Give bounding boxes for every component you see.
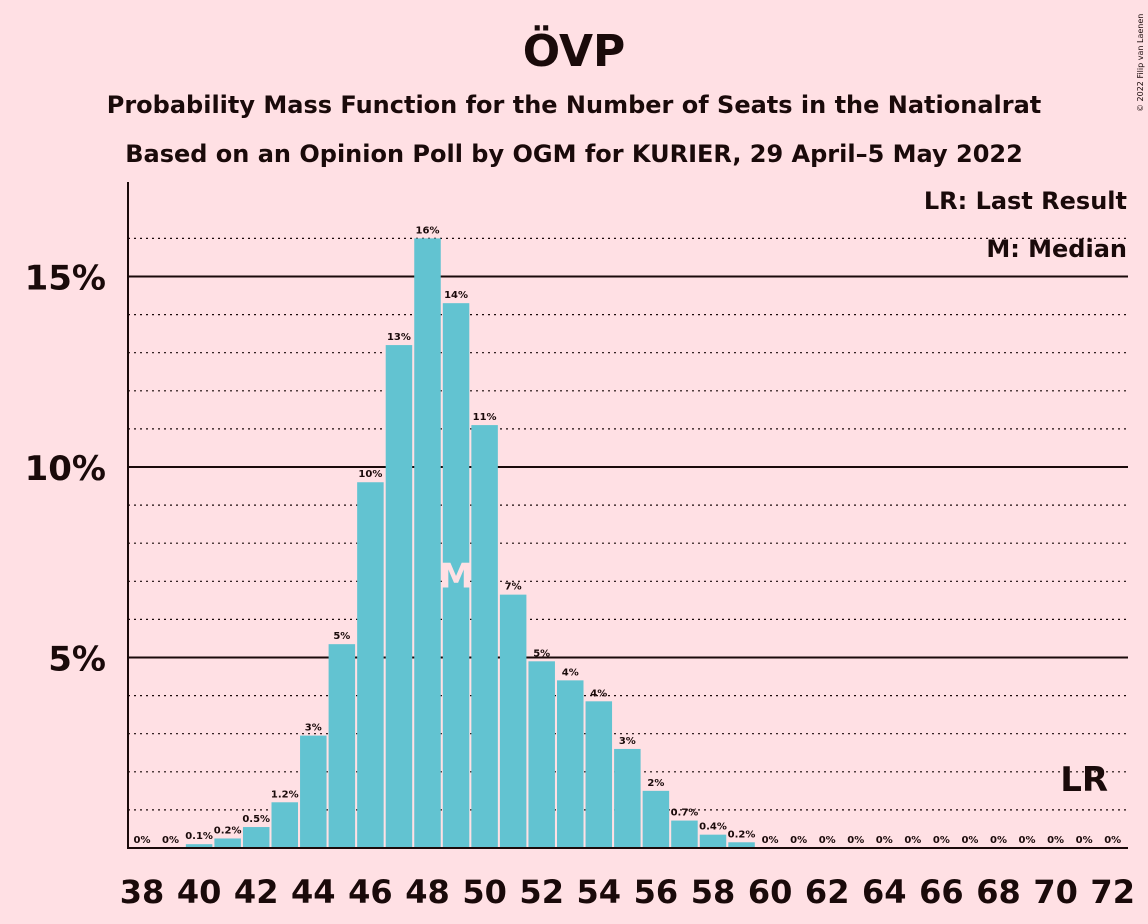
- bar-value-label: 0.2%: [214, 825, 242, 836]
- last-result-marker: LR: [1060, 760, 1108, 800]
- bar-value-label: 0.1%: [185, 831, 213, 842]
- bar-value-label: 13%: [387, 332, 411, 343]
- legend-median: M: Median: [986, 235, 1127, 263]
- copyright-text: © 2022 Filip van Laenen: [1136, 14, 1145, 112]
- x-tick-label: 52: [519, 873, 564, 911]
- bar-value-label: 0.5%: [242, 814, 270, 825]
- bar: [471, 425, 498, 848]
- y-tick-label: 5%: [48, 640, 106, 680]
- bar: [585, 701, 613, 848]
- bar-value-label: 16%: [416, 225, 440, 236]
- bar-value-label: 0.4%: [699, 822, 727, 833]
- bar-value-label: 0%: [847, 835, 864, 846]
- bar: [271, 802, 298, 848]
- bar-value-label: 3%: [619, 736, 636, 747]
- bar-value-label: 14%: [444, 290, 468, 301]
- bar-value-label: 0%: [1019, 835, 1036, 846]
- bar: [185, 844, 213, 848]
- bar: [242, 827, 270, 848]
- bar-value-label: 0%: [961, 835, 978, 846]
- chart-title: ÖVP: [523, 24, 626, 77]
- bar: [528, 661, 555, 848]
- bar-value-label: 0%: [762, 835, 779, 846]
- x-tick-label: 64: [862, 873, 907, 911]
- bar: [414, 238, 441, 848]
- median-marker: M: [439, 557, 473, 597]
- x-axis-ticks: 38 40 42 44 46 48 50 52 54 56 58 60 62 64 66 68 70 72: [120, 873, 1135, 911]
- bar-value-label: 0%: [1047, 835, 1064, 846]
- bar-value-label: 1.2%: [271, 789, 299, 800]
- x-tick-label: 38: [120, 873, 165, 911]
- bar: [671, 820, 698, 848]
- x-tick-label: 70: [1033, 873, 1078, 911]
- bar-series: 0% 0% 0.1%0.2%0.5%1.2%3%5%10%13%16%14%11%7…: [134, 225, 1121, 848]
- bar: [357, 482, 384, 848]
- copyright-notice: © 2022 Filip van Laenen: [1136, 14, 1145, 112]
- bar-value-label: 0%: [990, 835, 1007, 846]
- bar-value-label: 0%: [1076, 835, 1093, 846]
- bar: [328, 644, 356, 848]
- bar: [385, 345, 413, 848]
- x-tick-label: 56: [634, 873, 679, 911]
- chart-subtitle-2: Based on an Opinion Poll by OGM for KURI…: [125, 140, 1023, 168]
- chart-subtitle-1: Probability Mass Function for the Number…: [107, 91, 1042, 119]
- bar-value-label: 4%: [562, 667, 579, 678]
- x-tick-label: 46: [348, 873, 393, 911]
- bar-value-label: 0%: [933, 835, 950, 846]
- bar-value-label: 0.2%: [728, 829, 756, 840]
- x-tick-label: 62: [805, 873, 850, 911]
- bar-value-label: 0%: [876, 835, 893, 846]
- bar-value-label: 0%: [790, 835, 807, 846]
- y-axis-ticks: 5% 10% 15%: [25, 259, 106, 680]
- bar-value-label: 4%: [590, 688, 607, 699]
- y-tick-label: 10%: [25, 449, 106, 489]
- bar: [728, 842, 755, 848]
- x-tick-label: 50: [462, 873, 507, 911]
- bar-value-label: 0%: [134, 835, 151, 846]
- y-tick-label: 15%: [25, 259, 106, 299]
- bar: [499, 594, 527, 848]
- x-tick-label: 68: [976, 873, 1021, 911]
- bar-value-label: 11%: [473, 412, 497, 423]
- bar: [642, 790, 670, 848]
- bar: [214, 838, 241, 848]
- bar-value-label: 3%: [305, 723, 322, 734]
- x-tick-label: 72: [1090, 873, 1135, 911]
- x-tick-label: 66: [919, 873, 964, 911]
- bar-value-label: 0%: [904, 835, 921, 846]
- bar-value-label: 5%: [333, 631, 350, 642]
- bar-value-label: 10%: [358, 469, 382, 480]
- x-tick-label: 60: [748, 873, 793, 911]
- bar-value-label: 5%: [533, 648, 550, 659]
- bar-value-label: 0%: [1104, 835, 1121, 846]
- bar-value-label: 0%: [162, 835, 179, 846]
- x-tick-label: 42: [234, 873, 279, 911]
- x-tick-label: 58: [691, 873, 736, 911]
- bar: [300, 735, 327, 848]
- bar: [614, 748, 641, 848]
- bar-value-label: 2%: [647, 778, 664, 789]
- bar: [699, 834, 727, 848]
- bar-value-label: 0%: [819, 835, 836, 846]
- bar-value-label: 0.7%: [671, 808, 699, 819]
- legend-last-result: LR: Last Result: [924, 187, 1127, 215]
- bar: [557, 680, 584, 848]
- x-tick-label: 48: [405, 873, 450, 911]
- bar-value-label: 7%: [505, 582, 522, 593]
- x-tick-label: 40: [177, 873, 222, 911]
- grid-lines: [128, 237, 1128, 811]
- x-tick-label: 44: [291, 873, 336, 911]
- x-tick-label: 54: [577, 873, 622, 911]
- bar: [442, 303, 470, 848]
